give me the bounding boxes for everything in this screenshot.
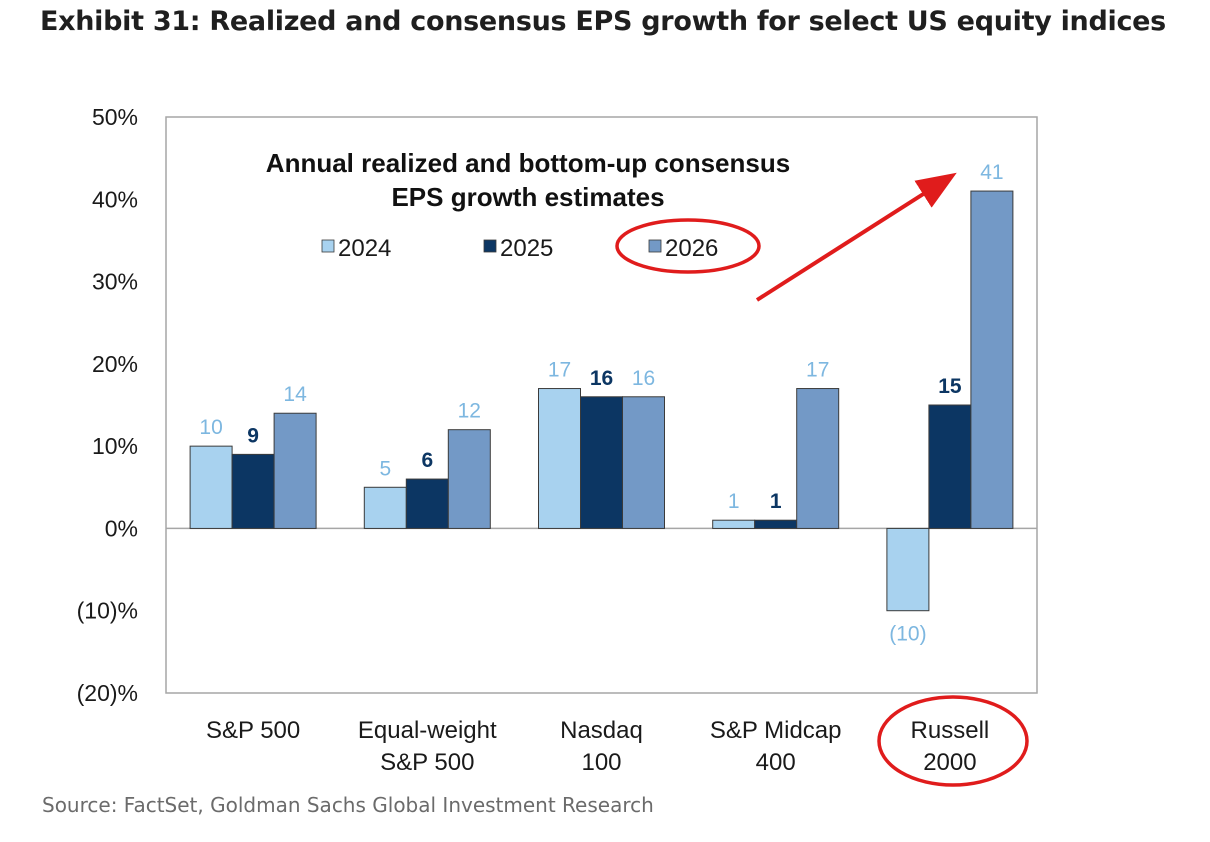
legend-label-2024: 2024 <box>338 235 391 262</box>
bar-2024-S&P Midcap 400 <box>712 519 756 529</box>
bar-2026-Nasdaq 100 <box>622 396 665 529</box>
bar-label-2025: 15 <box>938 375 962 398</box>
y-tick-label: 10% <box>92 433 138 459</box>
x-category-label: S&P 500 <box>206 717 300 744</box>
bar-2025-Russell 2000 <box>928 404 972 529</box>
x-category-label: Equal-weight <box>358 717 497 744</box>
chart-title-line: EPS growth estimates <box>391 182 664 212</box>
source-note: Source: FactSet, Goldman Sachs Global In… <box>42 793 654 817</box>
legend-label-2026: 2026 <box>665 235 718 262</box>
bar-label-2024: 1 <box>728 490 740 513</box>
bar-2025-Equal-weight S&P 500 <box>405 478 449 529</box>
bar-2026-Equal-weight S&P 500 <box>447 429 491 529</box>
exhibit-title: Exhibit 31: Realized and consensus EPS g… <box>40 6 1166 37</box>
x-category-label: S&P 500 <box>380 749 474 776</box>
bar-label-2024: 10 <box>199 416 222 439</box>
y-axis-tick-labels: 50% 40% 30% 20% 10% 0% (10)% (20)% <box>77 104 138 706</box>
red-annotations <box>615 172 1029 787</box>
bar-2026-Russell 2000 <box>970 190 1014 529</box>
legend-label-2025: 2025 <box>500 235 553 262</box>
y-tick-label: 40% <box>92 186 138 212</box>
bar-label-2024: 5 <box>379 457 391 480</box>
bar-2025-Nasdaq 100 <box>580 396 623 529</box>
bar-data-labels: 10 9 14 5 6 12 17 16 16 1 1 17 (10) 15 41 <box>199 161 1003 646</box>
x-axis-category-labels: S&P 500 Equal-weight S&P 500 Nasdaq 100 S&P M… <box>206 717 989 776</box>
x-category-label: 400 <box>756 749 796 776</box>
y-tick-label: 50% <box>92 104 138 130</box>
bar-2025-S&P 500 <box>231 453 275 529</box>
bar-2026-S&P Midcap 400 <box>796 388 840 529</box>
chart-title-line: Annual realized and bottom-up consensus <box>266 148 790 178</box>
bar-label-2026: 12 <box>458 400 481 423</box>
legend-swatch-2026 <box>648 239 662 253</box>
bar-label-2025: 9 <box>247 424 259 447</box>
bar-label-2024: 17 <box>548 359 571 382</box>
bar-2024-Equal-weight S&P 500 <box>363 486 407 529</box>
legend-swatch-2024 <box>321 239 335 253</box>
bar-2026-S&P 500 <box>273 412 317 529</box>
bar-label-2026: 17 <box>806 359 829 382</box>
bar-2024-Russell 2000 <box>886 527 930 612</box>
trend-arrow <box>755 172 957 302</box>
x-category-label: Russell <box>911 717 990 744</box>
bar-label-2026: 41 <box>980 161 1003 184</box>
y-tick-label: 30% <box>92 269 138 295</box>
x-category-label: 2000 <box>923 749 976 776</box>
bar-2024-Nasdaq 100 <box>538 388 581 529</box>
bars <box>189 190 1014 612</box>
highlight-ellipse-legend-2026 <box>615 218 761 274</box>
bar-label-2026: 16 <box>632 367 655 390</box>
bar-label-2024: (10) <box>889 623 926 646</box>
highlight-ellipse-russell-2000 <box>877 695 1029 787</box>
bar-label-2025: 16 <box>590 367 613 390</box>
x-category-label: S&P Midcap <box>710 717 842 744</box>
chart-inner-title: Annual realized and bottom-up consensus E… <box>266 148 790 212</box>
legend-swatch-2025 <box>483 239 497 253</box>
bar-label-2026: 14 <box>283 383 307 406</box>
bar-2025-S&P Midcap 400 <box>754 519 798 529</box>
y-tick-label: 0% <box>105 515 138 541</box>
legend: 2024 2025 2026 <box>321 235 718 262</box>
y-tick-label: (10)% <box>77 598 138 624</box>
y-tick-label: (20)% <box>77 680 138 706</box>
bar-label-2025: 6 <box>421 449 433 472</box>
bar-2024-S&P 500 <box>189 445 233 529</box>
x-category-label: Nasdaq <box>560 717 643 744</box>
x-category-label: 100 <box>581 749 621 776</box>
y-tick-label: 20% <box>92 351 138 377</box>
bar-label-2025: 1 <box>770 490 782 513</box>
